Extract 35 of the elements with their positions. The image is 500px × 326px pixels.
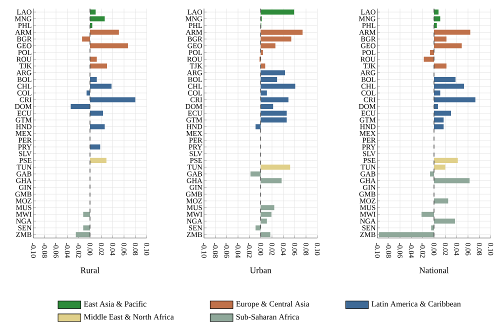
bar	[83, 212, 90, 217]
x-axis-title: Rural	[80, 267, 100, 274]
bar	[422, 212, 434, 217]
x-axis-title: Urban	[250, 267, 272, 274]
bar	[90, 158, 106, 163]
bar	[70, 104, 90, 110]
bar	[90, 124, 105, 130]
bar	[250, 171, 261, 176]
bar	[90, 97, 136, 102]
x-axis-title: National	[419, 267, 449, 274]
bar	[90, 144, 100, 150]
legend-label: East Asia & Pacific	[84, 300, 146, 307]
bar	[260, 10, 294, 15]
bar	[82, 36, 90, 42]
bar	[434, 178, 470, 184]
bar	[260, 178, 282, 184]
bar	[260, 164, 290, 170]
bar	[90, 43, 128, 48]
bar	[260, 232, 270, 238]
bar	[260, 205, 274, 210]
legend-label: Middle East & North Africa	[84, 314, 174, 320]
bar	[86, 90, 90, 96]
bar	[434, 218, 455, 224]
legend-label: Latin America & Caribbean	[372, 300, 461, 307]
bar	[256, 225, 261, 230]
legend-label: Europe & Central Asia	[236, 300, 310, 308]
bar	[430, 171, 434, 176]
bar	[256, 124, 261, 130]
bar	[434, 10, 439, 15]
bar	[90, 30, 119, 35]
bar	[90, 110, 104, 116]
legend-label: Sub-Saharan Africa	[236, 314, 300, 320]
bar	[90, 10, 96, 15]
bar	[434, 63, 446, 69]
bar	[434, 198, 448, 204]
